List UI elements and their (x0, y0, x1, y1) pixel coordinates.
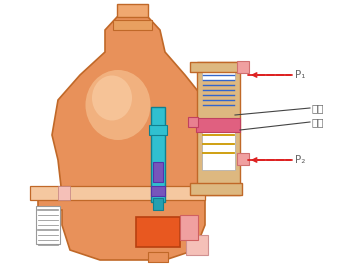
FancyBboxPatch shape (197, 62, 240, 195)
Bar (30, 186, 205, 200)
Bar (148, 252, 168, 262)
Bar (153, 162, 163, 182)
Text: 活塞: 活塞 (312, 103, 325, 113)
Bar (237, 153, 249, 165)
Text: 气缸: 气缸 (312, 117, 325, 127)
Bar (117, 4, 148, 17)
Polygon shape (38, 17, 210, 260)
Ellipse shape (86, 70, 150, 140)
Bar (186, 235, 208, 255)
Bar (58, 186, 70, 200)
Bar (202, 130, 235, 170)
Bar (136, 217, 180, 247)
Bar (151, 107, 165, 202)
Bar (237, 61, 249, 73)
Text: P₂: P₂ (295, 155, 306, 165)
Bar (190, 183, 242, 195)
Bar (113, 20, 152, 30)
Bar (190, 62, 242, 72)
Bar (202, 62, 235, 80)
Bar (151, 186, 165, 196)
FancyBboxPatch shape (36, 206, 60, 244)
Bar (188, 117, 198, 127)
Bar (196, 118, 240, 132)
Bar (180, 215, 198, 240)
Bar (149, 125, 167, 135)
Bar (153, 198, 163, 210)
Ellipse shape (92, 76, 132, 121)
Text: P₁: P₁ (295, 70, 306, 80)
